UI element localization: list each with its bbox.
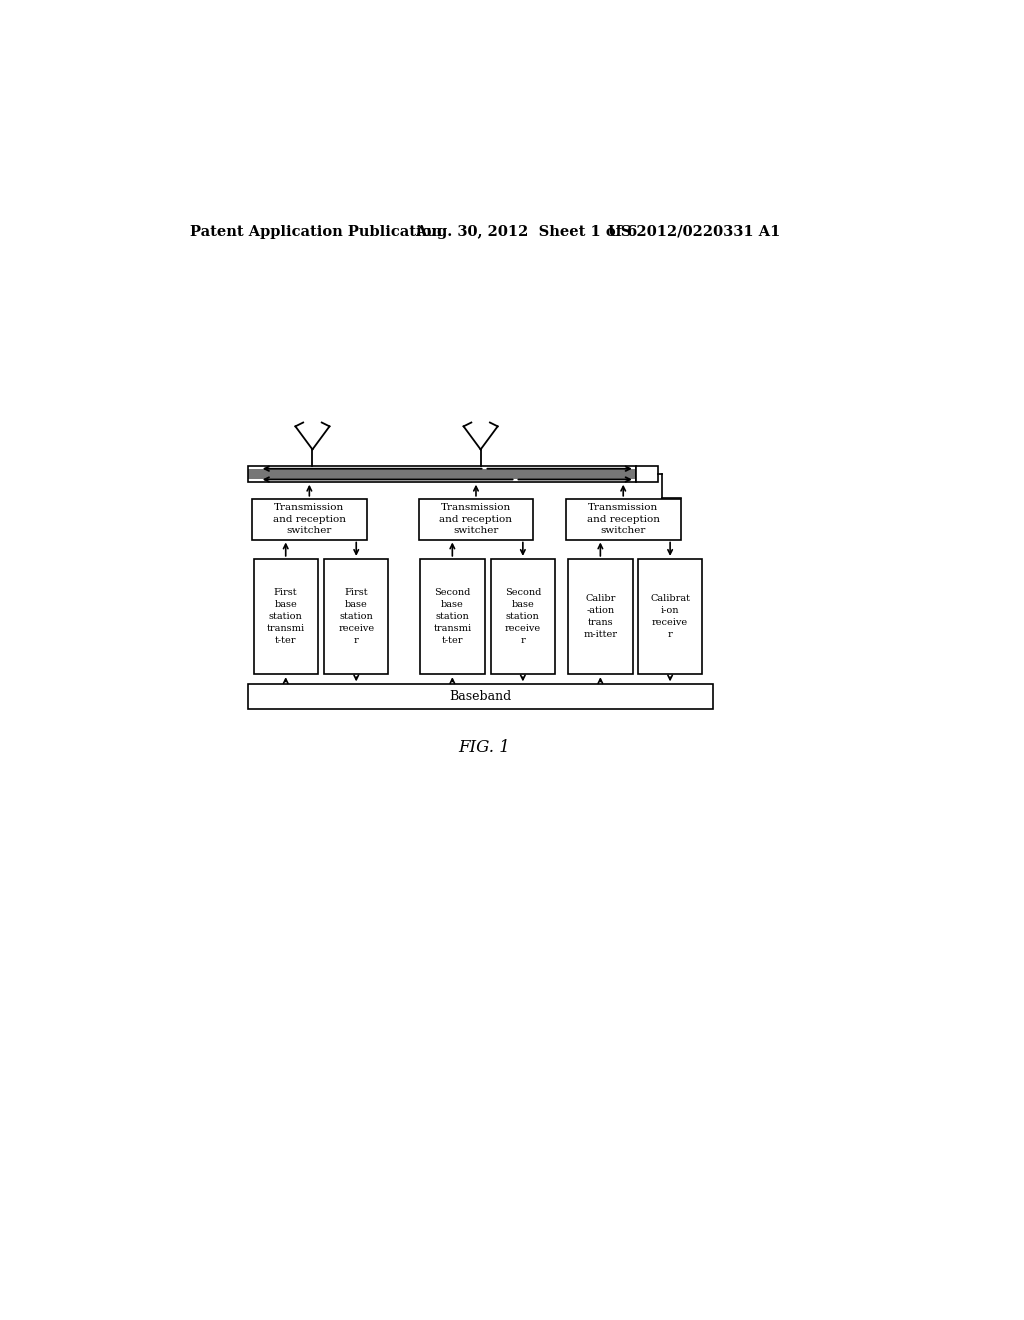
Text: Transmission
and reception
switcher: Transmission and reception switcher <box>587 503 659 536</box>
Text: First
base
station
transmi
t-ter: First base station transmi t-ter <box>266 589 305 644</box>
Text: First
base
station
receive
r: First base station receive r <box>338 589 375 644</box>
Bar <box>254 558 317 675</box>
Text: Transmission
and reception
switcher: Transmission and reception switcher <box>439 503 512 536</box>
Text: Baseband: Baseband <box>450 690 512 704</box>
Bar <box>636 466 658 482</box>
Text: Second
base
station
transmi
t-ter: Second base station transmi t-ter <box>433 589 471 644</box>
Bar <box>324 558 388 675</box>
Bar <box>248 470 636 474</box>
Bar <box>420 558 484 675</box>
Bar <box>252 499 367 540</box>
Bar <box>566 499 681 540</box>
Text: Second
base
station
receive
r: Second base station receive r <box>505 589 541 644</box>
Text: FIG. 1: FIG. 1 <box>459 739 510 756</box>
Bar <box>419 499 534 540</box>
Text: Aug. 30, 2012  Sheet 1 of 6: Aug. 30, 2012 Sheet 1 of 6 <box>415 224 637 239</box>
Bar <box>248 474 636 479</box>
Text: Patent Application Publication: Patent Application Publication <box>190 224 442 239</box>
Bar <box>248 684 713 709</box>
Text: Transmission
and reception
switcher: Transmission and reception switcher <box>272 503 346 536</box>
Bar <box>568 558 633 675</box>
Text: Calibrat
i-on
receive
r: Calibrat i-on receive r <box>650 594 690 639</box>
Bar <box>490 558 555 675</box>
Text: US 2012/0220331 A1: US 2012/0220331 A1 <box>608 224 781 239</box>
Bar <box>248 466 636 482</box>
Bar <box>638 558 702 675</box>
Text: Calibr
-ation
trans
m-itter: Calibr -ation trans m-itter <box>584 594 617 639</box>
